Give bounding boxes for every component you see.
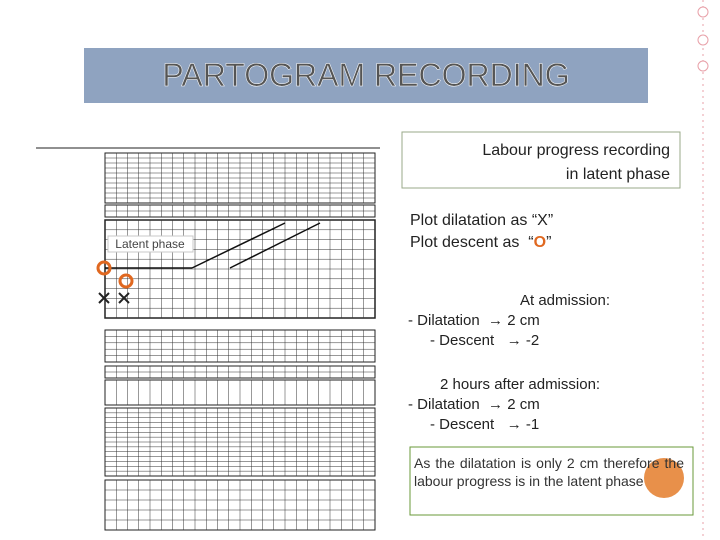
title-bar (84, 48, 648, 103)
admission-descent: - Descent → -2 (430, 332, 540, 349)
instruction: Plot dilatation as “X” (410, 212, 554, 229)
decoration-dot (697, 6, 709, 18)
admission-heading: At admission: (520, 292, 611, 309)
callout-line: Labour progress recording (482, 142, 670, 159)
admission-dilatation: - Dilatation → 2 cm (408, 312, 540, 329)
two-hours-dilatation: - Dilatation → 2 cm (408, 396, 540, 413)
callout-text: Labour progress recording in latent phas… (408, 139, 670, 187)
descent-mark (96, 260, 112, 276)
dilatation-mark (98, 292, 110, 304)
instruction: Plot descent as “O” (410, 234, 551, 252)
descent-mark (118, 273, 134, 289)
callout-line: in latent phase (565, 166, 670, 183)
callout-box (401, 131, 681, 189)
action-line (229, 222, 321, 269)
label-box (107, 235, 194, 253)
two-hours-heading: 2 hours after admission: (440, 376, 601, 393)
dilatation-mark (118, 292, 130, 304)
partogram-image: Latent phase (30, 130, 400, 540)
instruction-text: Plot descent as “ (410, 234, 534, 251)
decoration-dot (697, 34, 709, 46)
decoration-dot (697, 60, 709, 72)
two-hours-descent: - Descent → -1 (430, 416, 540, 433)
image-bg (30, 130, 400, 540)
note-text: As the dilatation is only 2 cm therefore… (414, 455, 684, 489)
title: PARTOGRAM RECORDING (162, 57, 569, 93)
alert-line (191, 222, 286, 269)
highlight-circle (644, 458, 684, 498)
descent-symbol: O (533, 234, 547, 251)
instruction-text: ” (546, 234, 552, 251)
latent-label: Latent phase (115, 237, 185, 251)
